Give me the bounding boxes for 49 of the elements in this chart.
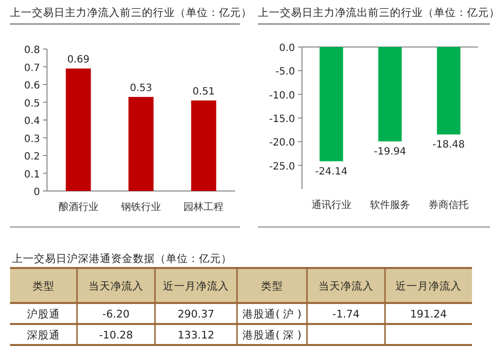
text: 沪股通 <box>27 308 60 320</box>
bar <box>128 96 154 191</box>
data-label: -19.94 <box>374 146 406 158</box>
y-tick-label: -5.0 <box>275 66 295 78</box>
x-tick-label: 通讯行业 <box>311 199 352 211</box>
text: 上一交易日沪深港通资金数据（单位：亿元） <box>12 252 232 265</box>
data-label: -18.48 <box>432 139 465 150</box>
text: 港股通( 沪 ) <box>242 308 302 320</box>
text: 191.24 <box>410 308 448 320</box>
text: -10.28 <box>99 330 133 342</box>
y-tick-label: 0.2 <box>24 152 40 162</box>
text: 133.12 <box>178 330 214 342</box>
y-tick-label: 0.5 <box>24 98 40 110</box>
text: -6.20 <box>102 308 130 320</box>
category-label: 当天净流入 <box>88 280 144 292</box>
y-tick-label: -15.0 <box>269 114 295 125</box>
y-tick-label: 0.4 <box>24 116 40 127</box>
category-label: 当天净流入 <box>318 280 374 292</box>
y-tick-label: 0.0 <box>279 43 295 54</box>
x-tick-label: 软件服务 <box>370 199 410 211</box>
chart-title: 上一交易日主力净流入前三的行业（单位：亿元） <box>10 6 252 19</box>
text: 港股通( 深 ) <box>242 328 302 342</box>
text: -1.74 <box>332 308 360 320</box>
x-tick-label: 钢铁行业 <box>120 201 161 213</box>
y-tick-label: 0.6 <box>24 80 40 92</box>
x-tick-label: 酿酒行业 <box>58 201 98 213</box>
x-tick-label: 园林工程 <box>184 201 224 213</box>
data-label: 0.51 <box>192 86 215 98</box>
y-tick-label: 0.8 <box>24 45 40 56</box>
chart-title: 上一交易日主力净流出前三的行业（单位：亿元） <box>258 6 500 19</box>
y-tick-label: 0 <box>34 187 40 198</box>
text: 290.37 <box>178 308 214 320</box>
data-label: 0.53 <box>130 82 152 94</box>
category-label: 类型 <box>261 280 283 292</box>
data-label: -24.14 <box>315 166 348 178</box>
y-tick-label: 0.7 <box>24 62 40 74</box>
data-label: 0.69 <box>67 54 90 66</box>
x-tick-label: 券商信托 <box>428 199 469 211</box>
category-label: 类型 <box>32 280 54 292</box>
bar <box>191 100 216 191</box>
y-tick-label: -25.0 <box>269 161 295 172</box>
y-tick-label: 0.1 <box>24 169 40 180</box>
text: 深股通 <box>27 328 60 342</box>
category-label: 近一月净流入 <box>396 280 462 292</box>
y-tick-label: -20.0 <box>269 138 295 149</box>
category-label: 近一月净流入 <box>163 280 229 292</box>
bar <box>66 68 91 191</box>
y-tick-label: 0.3 <box>24 134 40 145</box>
y-tick-label: -10.0 <box>269 90 295 102</box>
